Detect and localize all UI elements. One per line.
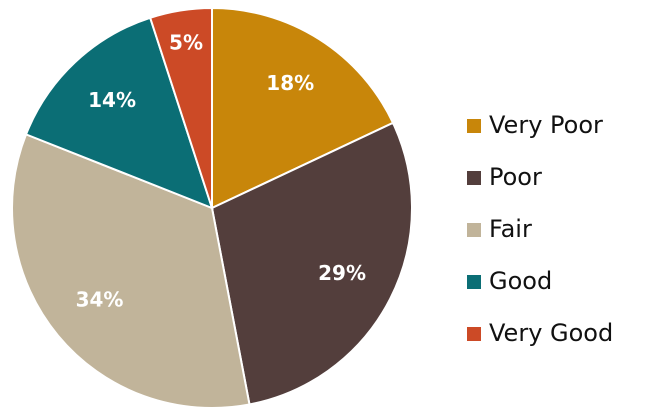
- legend-swatch: [467, 223, 481, 237]
- pie-slice: [210, 121, 413, 406]
- value-label: 14%: [88, 88, 136, 112]
- legend-swatch: [467, 119, 481, 133]
- legend-label: Good: [489, 267, 552, 295]
- pie-slice: [148, 6, 213, 209]
- legend-label: Fair: [489, 215, 532, 243]
- value-label: 5%: [169, 31, 203, 55]
- legend-swatch: [467, 275, 481, 289]
- pie-slice: [11, 133, 251, 409]
- value-label: 34%: [76, 288, 124, 312]
- pie-slice: [211, 6, 395, 210]
- legend-swatch: [467, 171, 481, 185]
- value-label: 18%: [266, 71, 314, 95]
- value-label: 29%: [318, 261, 366, 285]
- legend-swatch: [467, 327, 481, 341]
- legend-label: Poor: [489, 163, 542, 191]
- legend-label: Very Good: [489, 319, 613, 347]
- legend-label: Very Poor: [489, 111, 603, 139]
